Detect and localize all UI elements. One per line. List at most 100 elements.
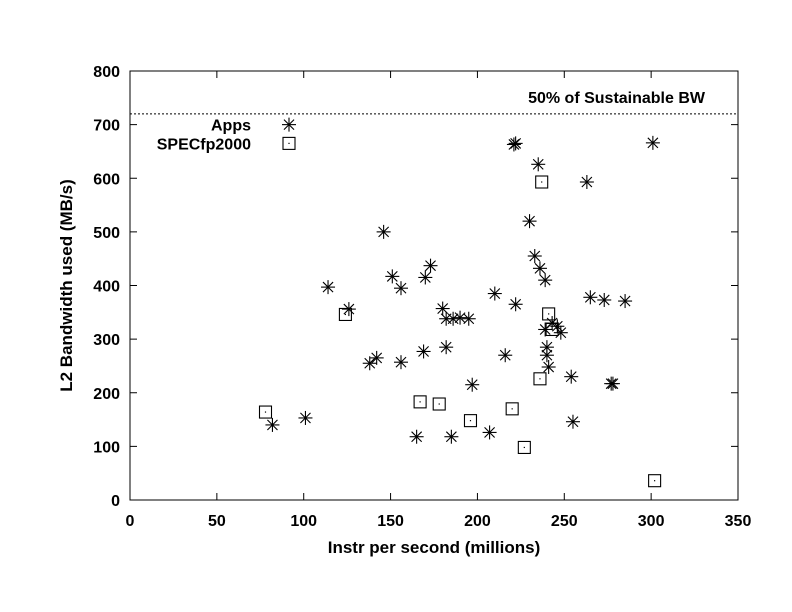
data-point-apps — [597, 292, 612, 307]
data-point-apps — [605, 376, 620, 391]
square-outline — [282, 136, 296, 150]
data-point-apps — [453, 310, 468, 325]
x-axis-label: Instr per second (millions) — [328, 538, 541, 557]
asterisk-stroke — [300, 412, 311, 424]
y-tick-label: 800 — [93, 64, 120, 81]
data-point-specfp2000 — [517, 440, 531, 454]
data-point-apps — [444, 429, 459, 444]
asterisk-stroke — [598, 294, 610, 306]
legend-marker-apps — [282, 117, 296, 132]
data-point-apps — [385, 269, 400, 284]
asterisk-stroke — [437, 303, 449, 314]
reference-line-label: 50% of Sustainable BW — [528, 90, 706, 107]
asterisk-stroke — [447, 313, 459, 325]
asterisk-stroke — [411, 431, 423, 443]
asterisk-stroke — [283, 119, 295, 131]
data-point-apps — [487, 286, 502, 301]
data-point-specfp2000 — [432, 397, 446, 411]
asterisk-stroke — [584, 291, 596, 303]
asterisk-stroke — [543, 361, 555, 373]
square-center-dot — [438, 403, 440, 405]
data-point-apps — [265, 417, 280, 432]
y-tick-label: 100 — [93, 439, 120, 456]
asterisk-stroke — [489, 288, 501, 299]
square-center-dot — [548, 313, 550, 315]
asterisk-stroke — [647, 137, 659, 149]
data-point-apps — [416, 344, 431, 359]
data-point-specfp2000 — [505, 402, 519, 416]
y-tick-label: 0 — [111, 493, 120, 510]
x-tick-label: 50 — [208, 513, 226, 530]
square-center-dot — [539, 378, 541, 380]
square-outline — [517, 440, 531, 454]
square-center-dot — [469, 420, 472, 422]
square-center-dot — [344, 313, 347, 316]
legend: Apps SPECfp2000 — [157, 117, 296, 153]
data-point-apps — [409, 429, 424, 444]
asterisk-stroke — [555, 327, 567, 339]
data-point-apps — [393, 281, 408, 296]
square-outline — [542, 307, 556, 321]
data-point-apps — [538, 273, 553, 288]
square-outline — [535, 175, 549, 189]
legend-marker-specfp2000 — [282, 136, 296, 150]
plot-layer — [130, 113, 738, 488]
y-tick-label: 600 — [93, 171, 120, 188]
data-point-apps — [541, 360, 556, 375]
square-outline — [463, 414, 478, 428]
data-point-apps — [508, 297, 523, 312]
data-point-apps — [618, 294, 633, 309]
data-point-specfp2000 — [535, 175, 549, 189]
asterisk-stroke — [466, 379, 478, 391]
x-tick-label: 300 — [638, 513, 665, 530]
asterisk-stroke — [532, 158, 544, 170]
asterisk-stroke — [445, 431, 457, 443]
data-point-apps — [341, 302, 356, 317]
asterisk-stroke — [510, 298, 522, 310]
legend-label-specfp2000: SPECfp2000 — [157, 136, 251, 153]
asterisk-stroke — [581, 176, 593, 188]
asterisk-stroke — [499, 349, 511, 361]
square-center-dot — [541, 181, 543, 183]
data-point-specfp2000 — [648, 474, 662, 488]
data-point-apps — [423, 258, 438, 273]
data-point-apps — [522, 214, 537, 229]
square-outline — [545, 322, 559, 337]
square-center-dot — [419, 401, 421, 403]
asterisk-stroke — [386, 270, 398, 282]
square-outline — [258, 405, 273, 419]
square-outline — [338, 307, 352, 322]
data-point-apps — [369, 350, 384, 365]
square-outline — [432, 397, 446, 411]
data-point-apps — [418, 270, 433, 285]
asterisk-stroke — [567, 416, 579, 428]
axis-layer: 0 50 100 150 200 250 300 350 0 100 200 300 400 500 600… — [93, 64, 751, 530]
square-center-dot — [654, 480, 656, 482]
asterisk-stroke — [619, 295, 631, 307]
data-point-apps — [446, 311, 461, 326]
square-outline — [533, 372, 547, 386]
data-point-specfp2000 — [533, 372, 547, 386]
data-point-apps — [539, 340, 554, 355]
asterisk-stroke — [395, 356, 407, 368]
data-point-specfp2000 — [545, 322, 559, 337]
data-point-apps — [461, 311, 476, 326]
data-point-apps — [482, 425, 497, 440]
x-tick-label: 100 — [290, 513, 317, 530]
asterisk-stroke — [607, 378, 619, 390]
square-center-dot — [264, 411, 267, 413]
asterisk-stroke — [541, 341, 553, 353]
asterisk-stroke — [551, 320, 563, 332]
square-center-dot — [523, 446, 525, 449]
data-point-apps — [362, 356, 377, 371]
y-axis-label: L2 Bandwidth used (MB/s) — [57, 179, 76, 392]
data-point-specfp2000 — [542, 307, 556, 321]
data-point-apps — [435, 301, 450, 316]
data-point-apps — [583, 290, 598, 305]
y-tick-label: 500 — [93, 225, 120, 242]
asterisk-stroke — [343, 303, 355, 315]
y-tick-label: 400 — [93, 279, 120, 296]
